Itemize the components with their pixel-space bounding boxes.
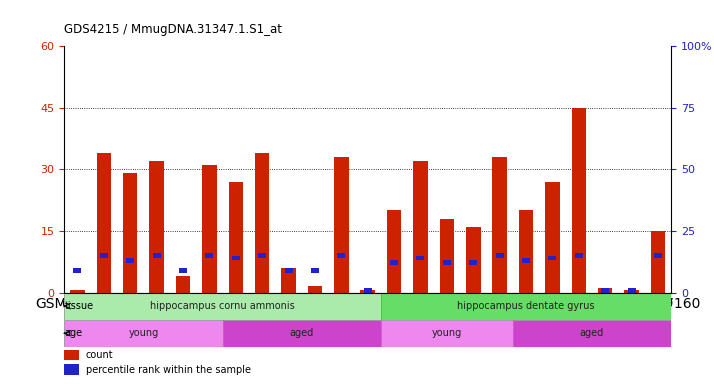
- Bar: [624, 290, 639, 293]
- Text: hippocampus cornu ammonis: hippocampus cornu ammonis: [150, 301, 295, 311]
- Text: hippocampus dentate gyrus: hippocampus dentate gyrus: [457, 301, 595, 311]
- Bar: [575, 253, 583, 258]
- Bar: [390, 260, 398, 265]
- Bar: [258, 253, 266, 258]
- Bar: [179, 268, 187, 273]
- Bar: [519, 210, 533, 293]
- Bar: [387, 210, 401, 293]
- Bar: [337, 253, 346, 258]
- Bar: [466, 227, 481, 293]
- Text: aged: aged: [580, 328, 604, 338]
- Text: tissue: tissue: [65, 301, 94, 311]
- Bar: [363, 288, 372, 293]
- Bar: [598, 288, 613, 293]
- Bar: [96, 153, 111, 293]
- Text: young: young: [129, 328, 159, 338]
- Bar: [601, 288, 609, 293]
- Bar: [493, 157, 507, 293]
- Bar: [361, 290, 375, 293]
- Text: age: age: [65, 328, 83, 338]
- Bar: [413, 161, 428, 293]
- Bar: [513, 319, 671, 347]
- Text: GDS4215 / MmugDNA.31347.1.S1_at: GDS4215 / MmugDNA.31347.1.S1_at: [64, 23, 282, 36]
- Bar: [522, 258, 530, 263]
- Bar: [126, 258, 134, 263]
- Bar: [228, 182, 243, 293]
- Bar: [308, 286, 322, 293]
- Bar: [153, 253, 161, 258]
- Bar: [123, 174, 138, 293]
- Bar: [416, 256, 425, 260]
- Bar: [64, 364, 79, 375]
- Bar: [650, 231, 665, 293]
- Bar: [64, 293, 381, 319]
- Text: aged: aged: [290, 328, 314, 338]
- Bar: [545, 182, 560, 293]
- Bar: [206, 253, 213, 258]
- Bar: [381, 319, 513, 347]
- Bar: [281, 268, 296, 293]
- Bar: [232, 256, 240, 260]
- Bar: [381, 293, 671, 319]
- Bar: [469, 260, 477, 265]
- Text: young: young: [432, 328, 462, 338]
- Bar: [654, 253, 662, 258]
- Text: count: count: [86, 350, 113, 360]
- Bar: [311, 268, 319, 273]
- Bar: [70, 290, 85, 293]
- Bar: [548, 256, 556, 260]
- Bar: [223, 319, 381, 347]
- Bar: [74, 268, 81, 273]
- Bar: [64, 350, 79, 360]
- Bar: [443, 260, 451, 265]
- Bar: [64, 319, 223, 347]
- Bar: [285, 268, 293, 273]
- Bar: [202, 165, 216, 293]
- Bar: [334, 157, 348, 293]
- Bar: [255, 153, 269, 293]
- Text: percentile rank within the sample: percentile rank within the sample: [86, 365, 251, 375]
- Bar: [496, 253, 503, 258]
- Bar: [440, 218, 454, 293]
- Bar: [149, 161, 164, 293]
- Bar: [628, 288, 635, 293]
- Bar: [571, 108, 586, 293]
- Bar: [100, 253, 108, 258]
- Bar: [176, 276, 190, 293]
